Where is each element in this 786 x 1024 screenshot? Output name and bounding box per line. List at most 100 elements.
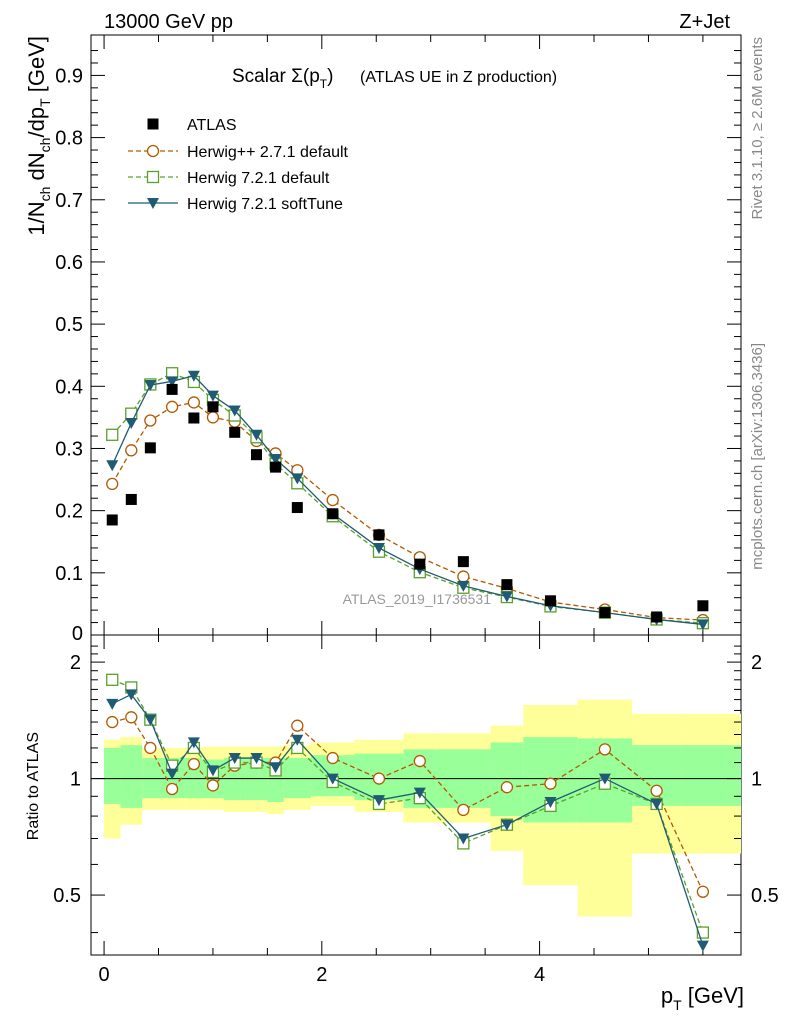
ratio-data-point (165, 782, 179, 796)
ratio-data-point (696, 926, 710, 939)
data-point (206, 411, 220, 424)
ratio-data-point (326, 773, 339, 785)
ratio-data-point (544, 777, 557, 790)
plot-title-close: ) (327, 66, 333, 87)
y-tick-label: 0.6 (55, 252, 83, 274)
data-point (206, 390, 219, 402)
data-point (187, 370, 200, 382)
band-inner-bin (681, 745, 741, 806)
plot-title-main: Scalar Σ(p (232, 66, 320, 87)
ylabel-sub-2: ch (37, 138, 53, 153)
ratio-data-point (228, 753, 241, 765)
legend-label: Herwig++ 2.7.1 default (187, 144, 349, 161)
data-point (457, 580, 470, 592)
ratio-data-point (206, 779, 220, 792)
data-point (373, 529, 385, 541)
data-point (228, 405, 241, 417)
legend-label: ATLAS (187, 117, 237, 134)
series-line (111, 401, 703, 621)
data-point (269, 454, 282, 466)
ratio-data-point (106, 698, 119, 710)
ratio-data-point (413, 787, 426, 799)
ratio-data-point (144, 714, 157, 726)
y-tick-label: 0.7 (55, 190, 83, 212)
data-point (187, 396, 201, 409)
data-point (144, 442, 156, 454)
ratio-data-point (500, 781, 514, 794)
ratio-series (106, 673, 710, 952)
data-point (207, 401, 219, 413)
data-point (697, 600, 709, 612)
ratio-data-point (166, 768, 179, 780)
ratio-data-point (650, 798, 663, 810)
ratio-data-point (291, 719, 304, 732)
ratio-y-tick-label-left: 2 (70, 652, 81, 674)
xlabel-part-2: [GeV] (682, 983, 744, 1008)
data-point (125, 493, 137, 505)
ratio-data-point (372, 795, 385, 807)
band-inner-bin (490, 742, 524, 817)
legend-label: Herwig 7.2.1 default (187, 170, 330, 187)
ratio-data-point (206, 765, 219, 777)
y-tick-label: 0.3 (55, 438, 83, 460)
data-point (188, 412, 200, 424)
header-left: 13000 GeV pp (104, 11, 233, 33)
plot-title-detail: (ATLAS UE in Z production) (360, 69, 557, 86)
data-point (144, 380, 157, 392)
ratio-y-tick-label-right: 1 (751, 769, 762, 791)
top-axis-ticks: 0.1 0.2 0.3 0.4 0.5 0.6 0.7 0.8 0.9 0 (55, 35, 741, 645)
data-point (125, 417, 138, 429)
data-point (250, 429, 263, 441)
ylabel-part-3: /dp (24, 107, 49, 138)
data-point (326, 493, 339, 507)
ratio-axis-ticks: 0.5 0.5 1 1 2 2 0 2 4 (53, 635, 779, 986)
ratio-data-point (598, 773, 611, 785)
data-point (544, 595, 556, 607)
ylabel-sub-1: ch (37, 187, 53, 202)
data-point (291, 473, 304, 485)
x-tick-label: 0 (99, 964, 110, 986)
data-point (166, 383, 178, 395)
header-right: Z+Jet (679, 11, 730, 33)
x-tick-label: 2 (316, 964, 327, 986)
y-tick-label: 0.8 (55, 128, 83, 150)
x-axis-label: pT [GeV] (661, 983, 744, 1013)
ratio-data-point (598, 743, 612, 756)
ratio-data-point (187, 737, 200, 749)
ratio-data-point (125, 689, 138, 701)
ratio-data-point (372, 772, 386, 785)
data-point (651, 611, 663, 623)
series-line (111, 375, 703, 626)
ylabel-part-4: [GeV] (24, 36, 49, 98)
ratio-data-point (544, 796, 557, 808)
rivet-version-label: Rivet 3.1.10, ≥ 2.6M events (749, 37, 766, 220)
plot-title: Scalar Σ(pT) (232, 66, 333, 91)
data-point (106, 514, 118, 526)
ratio-data-point (125, 711, 138, 724)
ratio-data-point (106, 673, 119, 686)
data-point (125, 444, 138, 457)
data-point (599, 607, 611, 619)
xlabel-part-1: p (661, 983, 673, 1008)
data-point (457, 570, 470, 583)
ratio-data-point (187, 757, 201, 771)
ylabel-sub-3: T (37, 98, 53, 107)
data-point (125, 407, 138, 420)
ratio-data-point (250, 753, 263, 765)
ratio-data-point (650, 784, 663, 797)
y-tick-label-zero: 0 (72, 623, 83, 645)
data-point (457, 556, 469, 568)
ratio-bands (104, 699, 741, 917)
xlabel-sub: T (673, 997, 682, 1013)
legend-label: Herwig 7.2.1 softTune (187, 196, 343, 213)
legend-marker (147, 118, 159, 130)
ratio-y-tick-label-right: 2 (751, 652, 762, 674)
mcplots-label: mcplots.cern.ch [arXiv:1306.3436] (749, 343, 766, 570)
legend-marker (147, 198, 159, 209)
top-series (106, 367, 710, 631)
y-tick-label: 0.9 (55, 65, 83, 87)
legend: ATLAS Herwig++ 2.7.1 default Herwig 7.2.1 … (128, 117, 349, 213)
data-point (372, 542, 385, 554)
data-point (229, 426, 241, 438)
